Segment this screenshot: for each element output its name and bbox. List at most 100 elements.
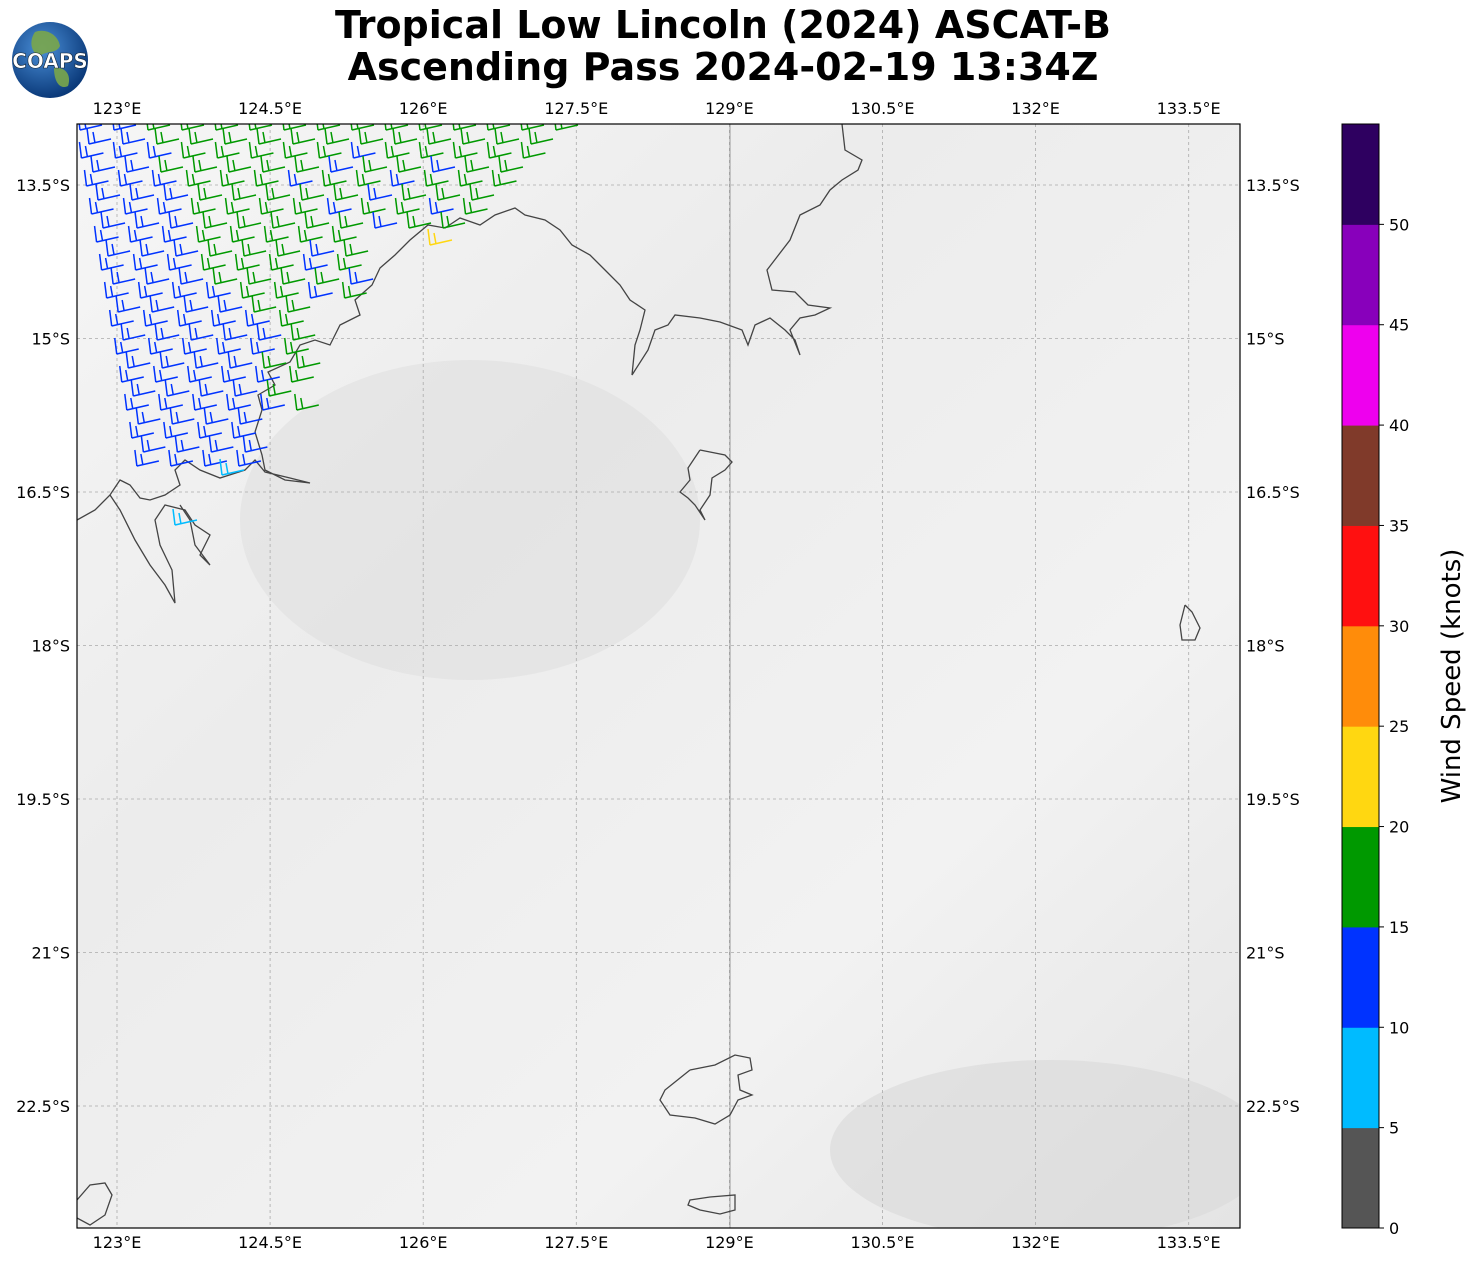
- wind-barb: [294, 155, 320, 173]
- wind-barb: [248, 141, 274, 159]
- title-line-1: Tropical Low Lincoln (2024) ASCAT-B: [334, 3, 1112, 47]
- wind-barb: [147, 337, 173, 355]
- wind-barb: [180, 141, 206, 159]
- wind-barb: [212, 267, 238, 285]
- wind-barb: [129, 421, 155, 439]
- wind-barb: [192, 155, 218, 173]
- wind-barb: [110, 267, 136, 285]
- title-line-2: Ascending Pass 2024-02-19 13:34Z: [347, 45, 1099, 89]
- island: [1179, 604, 1201, 641]
- wind-barb: [333, 183, 359, 201]
- wind-barb: [161, 225, 187, 243]
- wind-barb: [183, 295, 209, 313]
- lat-tick-label: 21°S: [1246, 944, 1285, 963]
- dampier-peninsula: [109, 494, 211, 604]
- wind-barb: [168, 449, 194, 467]
- wind-barb: [134, 211, 160, 229]
- wind-barb: [299, 183, 325, 201]
- wind-barb: [290, 127, 316, 145]
- wind-barb: [341, 281, 367, 299]
- wind-barb: [343, 239, 369, 257]
- lat-tick-label: 15°S: [31, 330, 70, 349]
- colorbar-segment: [1342, 926, 1379, 1028]
- colorbar-tick-label: 5: [1389, 1119, 1399, 1138]
- wind-barb: [185, 169, 211, 187]
- wind-barb: [316, 141, 342, 159]
- wind-barb: [283, 337, 309, 355]
- wind-barb: [158, 393, 183, 411]
- wind-barb: [289, 365, 314, 383]
- wind-barb: [348, 267, 374, 285]
- wind-barb: [287, 169, 313, 187]
- wind-barb: [256, 323, 282, 341]
- wind-barb: [520, 124, 545, 131]
- wind-barb: [120, 127, 146, 145]
- wind-barb: [396, 155, 422, 173]
- wind-barb: [210, 309, 236, 327]
- colorbar-tick-label: 30: [1389, 617, 1409, 636]
- colorbar-tick-label: 10: [1389, 1018, 1409, 1037]
- wind-barb: [236, 211, 262, 229]
- lat-tick-label: 19.5°S: [16, 790, 70, 809]
- wind-barb: [164, 379, 190, 397]
- wind-barb: [355, 169, 381, 187]
- lon-tick-label: 127.5°E: [544, 99, 608, 118]
- wind-barb: [163, 183, 189, 201]
- lake-island: [659, 1054, 754, 1125]
- wind-barb: [294, 393, 319, 411]
- lat-ticks-right: 13.5°S 15°S 16.5°S 18°S 19.5°S 21°S 22.5°S: [1246, 176, 1300, 1116]
- wind-barb: [258, 197, 284, 215]
- lat-ticks-left: 13.5°S 15°S 16.5°S 18°S 19.5°S 21°S 22.5°S: [16, 176, 70, 1116]
- wind-barb: [78, 124, 103, 131]
- wind-barb: [282, 141, 308, 159]
- wind-barb: [178, 267, 204, 285]
- wind-barb: [278, 309, 304, 327]
- wind-barb: [93, 225, 119, 243]
- wind-barb: [108, 309, 134, 327]
- wind-barb: [338, 211, 364, 229]
- wind-barb: [100, 211, 126, 229]
- wind-barb: [457, 169, 483, 187]
- wind-barb: [263, 225, 289, 243]
- lon-tick-label: 123°E: [93, 1233, 142, 1252]
- wind-barb: [242, 435, 268, 453]
- wind-barb: [295, 351, 321, 369]
- colorbar-tick-label: 25: [1389, 717, 1409, 736]
- wind-barb: [498, 155, 524, 173]
- colorbar-tick-label: 40: [1389, 416, 1409, 435]
- wind-barb: [205, 281, 231, 299]
- wind-barb: [248, 124, 273, 131]
- colorbar-frame: [1341, 123, 1380, 1229]
- wind-barb: [304, 211, 330, 229]
- wind-barb: [372, 211, 398, 229]
- wind-barb: [130, 379, 156, 397]
- wind-barb: [217, 295, 243, 313]
- coastlines: [77, 124, 1201, 1226]
- wind-barb: [83, 169, 109, 187]
- wind-barb: [430, 155, 456, 173]
- wind-barb: [350, 141, 376, 159]
- wind-barb: [132, 253, 158, 271]
- graticule: [77, 124, 1240, 1228]
- lon-tick-label: 123°E: [93, 99, 142, 118]
- wind-barb: [181, 337, 207, 355]
- wind-barb: [188, 323, 214, 341]
- wind-barb: [208, 435, 234, 453]
- wind-barb: [394, 197, 420, 215]
- wind-barb: [249, 337, 275, 355]
- wind-barb: [297, 225, 323, 243]
- wind-barb: [246, 267, 272, 285]
- wind-barb: [428, 197, 454, 215]
- lon-tick-label: 133.5°E: [1157, 99, 1221, 118]
- colorbar-segment: [1342, 425, 1379, 526]
- wind-barb: [282, 124, 307, 131]
- wind-barb: [139, 239, 165, 257]
- cape-york-arnhem: [679, 449, 733, 521]
- logo-text: COAPS: [12, 49, 88, 73]
- colorbar-segment: [1342, 124, 1379, 225]
- wind-barb: [214, 124, 239, 131]
- wind-barb: [367, 183, 393, 201]
- colorbar-label: Wind Speed (knots): [1437, 549, 1467, 804]
- lat-tick-label: 16.5°S: [1246, 483, 1300, 502]
- wind-barb: [195, 225, 221, 243]
